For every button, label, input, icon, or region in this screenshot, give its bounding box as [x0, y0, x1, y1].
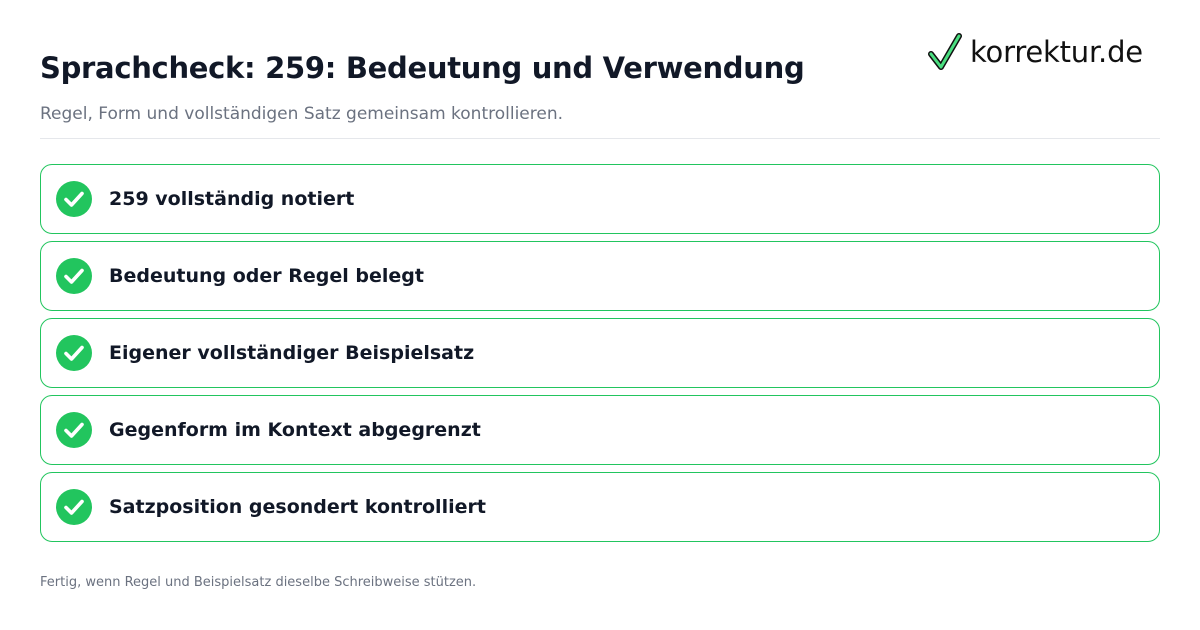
- footer-note: Fertig, wenn Regel und Beispielsatz dies…: [40, 575, 477, 590]
- page-subtitle: Regel, Form und vollständigen Satz gemei…: [40, 104, 564, 124]
- brand-logo: korrektur.de: [928, 32, 1143, 72]
- checklist: 259 vollständig notiert Bedeutung oder R…: [40, 164, 1160, 549]
- check-circle-icon: [56, 335, 92, 371]
- checklist-item-label: Satzposition gesondert kontrolliert: [109, 496, 486, 518]
- header: Sprachcheck: 259: Bedeutung und Verwendu…: [40, 48, 1160, 126]
- checklist-item: 259 vollständig notiert: [40, 164, 1160, 234]
- checkmark-icon: [928, 33, 962, 70]
- checklist-item: Bedeutung oder Regel belegt: [40, 241, 1160, 311]
- checklist-item-label: Bedeutung oder Regel belegt: [109, 265, 424, 287]
- checklist-item-label: Gegenform im Kontext abgegrenzt: [109, 419, 481, 441]
- check-circle-icon: [56, 489, 92, 525]
- checklist-item-label: Eigener vollständiger Beispielsatz: [109, 342, 475, 364]
- checklist-item-label: 259 vollständig notiert: [109, 188, 355, 210]
- checklist-item: Gegenform im Kontext abgegrenzt: [40, 395, 1160, 465]
- header-divider: [40, 138, 1160, 139]
- logo-text: korrektur.de: [970, 35, 1143, 69]
- checklist-item: Eigener vollständiger Beispielsatz: [40, 318, 1160, 388]
- page-title: Sprachcheck: 259: Bedeutung und Verwendu…: [40, 51, 805, 85]
- check-circle-icon: [56, 258, 92, 294]
- check-circle-icon: [56, 181, 92, 217]
- check-circle-icon: [56, 412, 92, 448]
- checklist-item: Satzposition gesondert kontrolliert: [40, 472, 1160, 542]
